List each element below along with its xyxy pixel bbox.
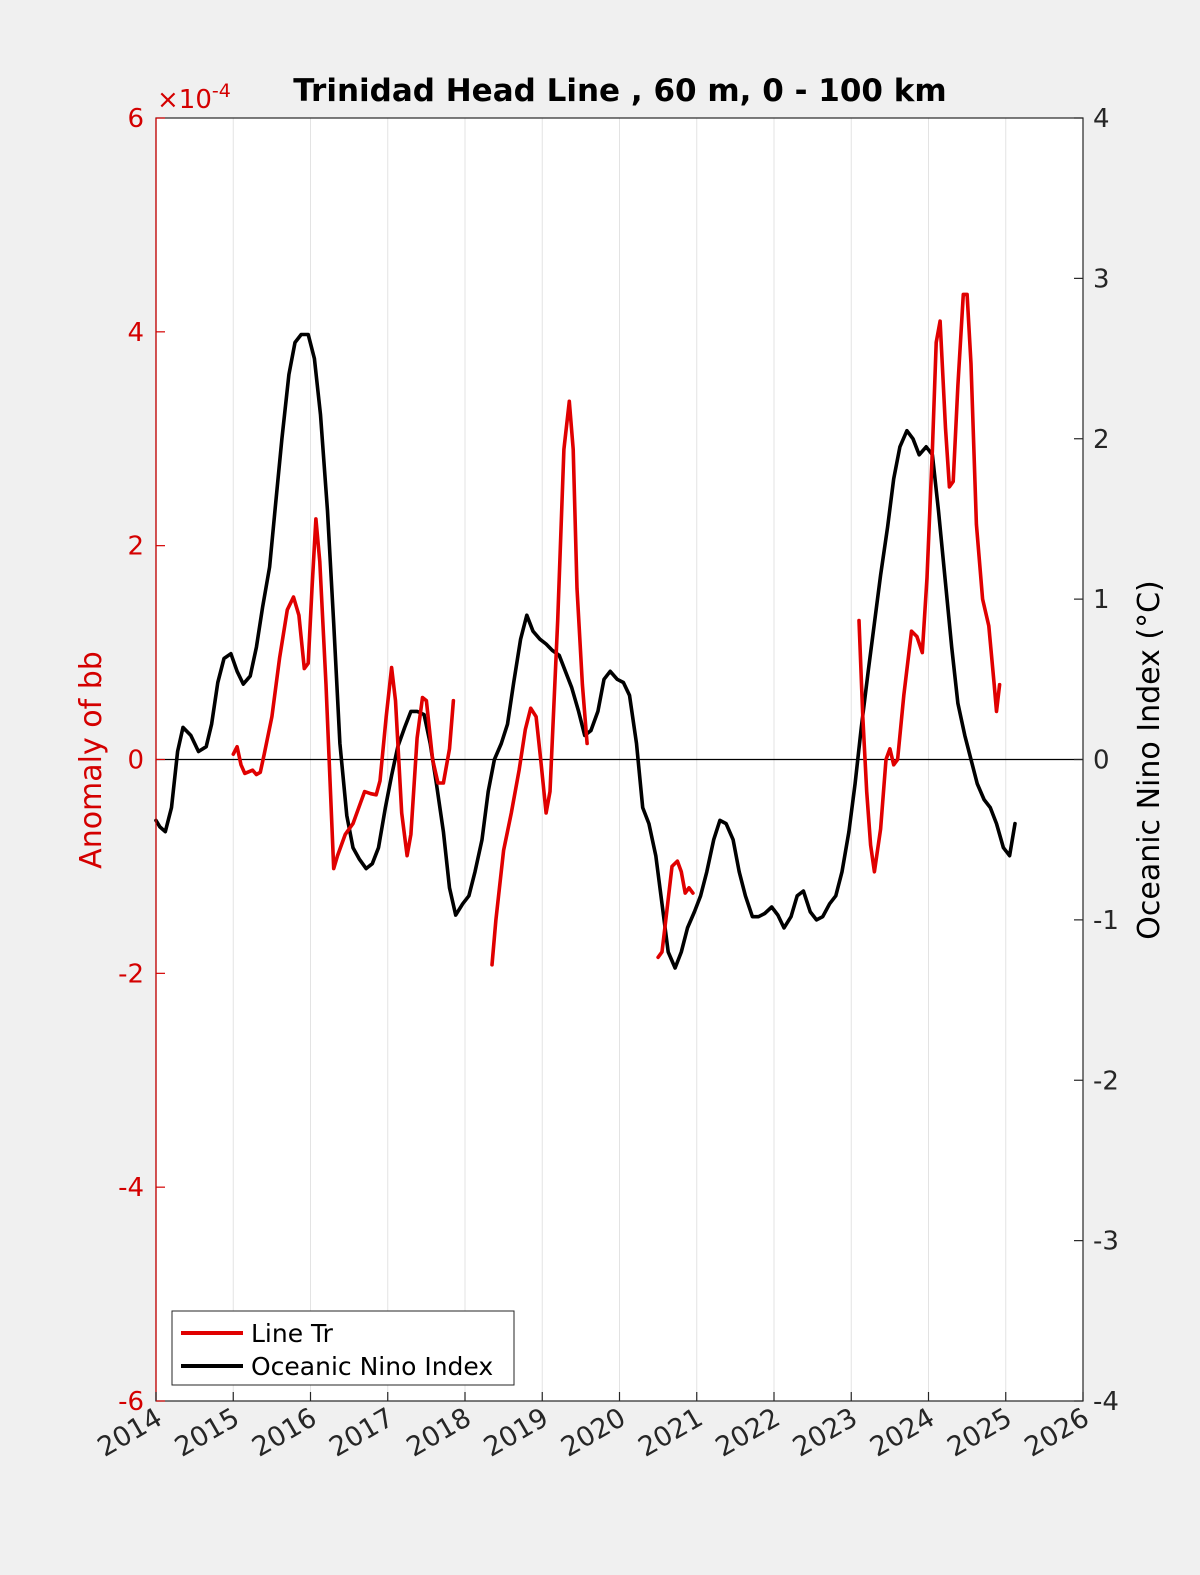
y-right-tick-label: -2 xyxy=(1093,1066,1119,1096)
y-right-tick-label: -3 xyxy=(1093,1227,1119,1257)
right-axis-label: Oceanic Nino Index (°C) xyxy=(1132,580,1167,940)
y-left-tick-label: -6 xyxy=(118,1387,144,1417)
y-right-tick-label: 3 xyxy=(1093,264,1110,294)
chart-title: Trinidad Head Line , 60 m, 0 - 100 km xyxy=(293,73,946,109)
y-right-tick-label: -4 xyxy=(1093,1387,1119,1417)
left-axis-exponent: ×10-4 xyxy=(157,80,231,115)
y-right-tick-label: -1 xyxy=(1093,906,1119,936)
series-layer xyxy=(154,292,1017,970)
line-tr-series-segment-4 xyxy=(857,292,1002,874)
y-left-tick-label: 0 xyxy=(127,746,144,776)
left-axis-exponent-power: -4 xyxy=(212,80,231,102)
line-tr-series-segment-3 xyxy=(656,859,695,960)
legend-box xyxy=(171,1310,515,1386)
legend-label-line-tr: Line Tr xyxy=(251,1319,334,1348)
y-right-tick-label: 0 xyxy=(1093,746,1110,776)
legend: Line Tr Oceanic Nino Index xyxy=(171,1310,515,1386)
y-right-tick-label: 1 xyxy=(1093,585,1110,615)
left-axis-exponent-base: ×10 xyxy=(157,85,212,115)
y-left-tick-label: -2 xyxy=(118,959,144,989)
y-left-tick-label: 4 xyxy=(127,318,144,348)
line-tr-series-segment-2 xyxy=(490,399,589,967)
y-right-tick-label: 4 xyxy=(1093,104,1110,134)
line-tr-series-segment-1 xyxy=(231,517,456,871)
legend-label-oni: Oceanic Nino Index xyxy=(251,1352,493,1381)
y-axis-left: -6 -4 -2 0 2 4 6 xyxy=(118,104,165,1417)
y-right-tick-label: 2 xyxy=(1093,425,1110,455)
y-left-tick-label: -4 xyxy=(118,1173,144,1203)
y-left-tick-label: 2 xyxy=(127,532,144,562)
y-left-tick-label: 6 xyxy=(127,104,144,134)
y-axis-right: -4 -3 -2 -1 0 1 2 3 4 xyxy=(1074,104,1119,1417)
left-axis-label: Anomaly of bb xyxy=(74,651,109,869)
